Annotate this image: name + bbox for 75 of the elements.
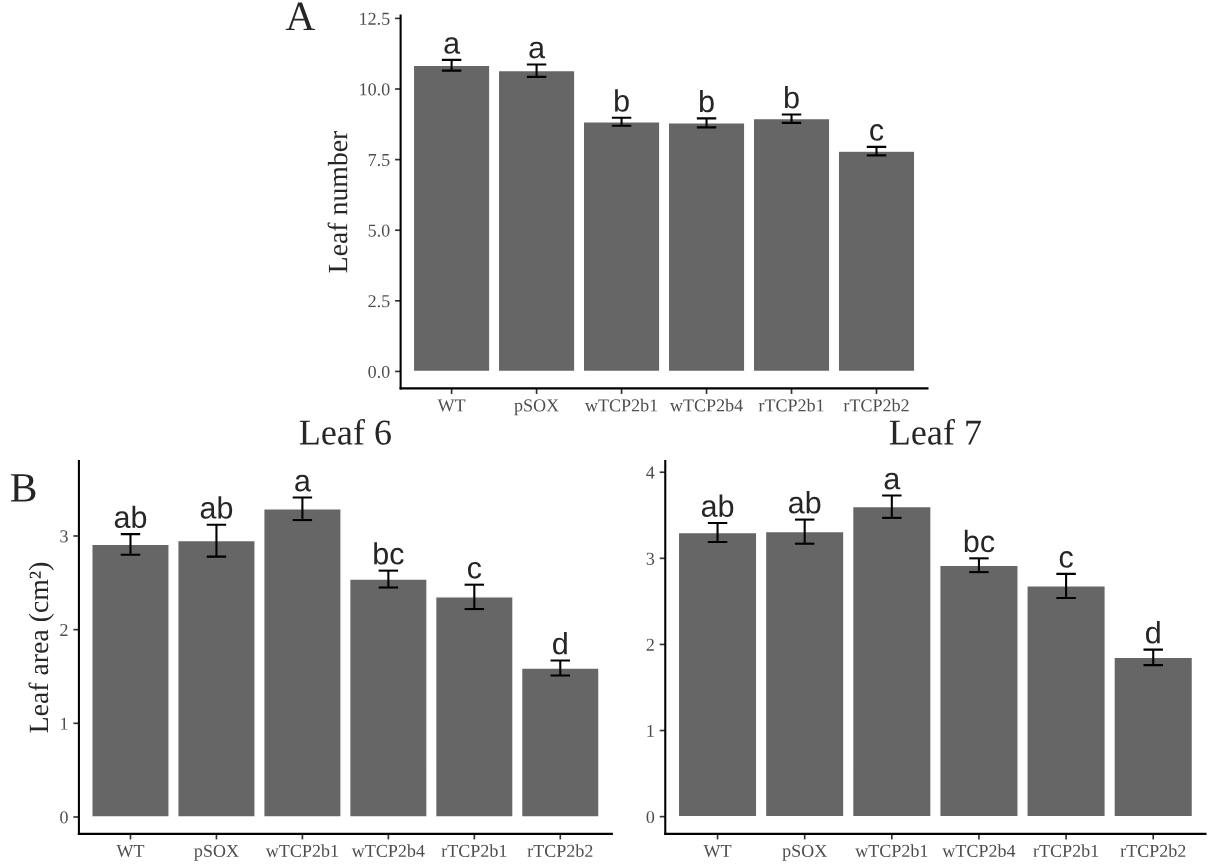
x-tick-label: rTCP2b1 [1033, 844, 1099, 857]
bar [91, 543, 170, 818]
y-tick-label: 0 [646, 810, 655, 824]
bar [764, 530, 845, 818]
bar [1026, 585, 1106, 818]
x-tick-label: wTCP2b4 [351, 844, 425, 857]
x-tick-label: wTCP2b4 [942, 844, 1016, 857]
y-tick-label: 1 [647, 724, 654, 737]
annotation: b [700, 89, 714, 113]
annotation: b [785, 85, 799, 109]
annotation: d [1146, 621, 1160, 644]
x-tick-label: rTCP2b2 [1120, 844, 1186, 857]
y-tick-label: 3 [60, 530, 68, 543]
y-axis-title: Leaf number [327, 130, 348, 273]
chart-title: Leaf 7 [889, 418, 981, 445]
bar [837, 150, 916, 373]
bar [677, 531, 758, 818]
x-tick-label: rTCP2b2 [843, 398, 909, 412]
bar [752, 117, 831, 373]
bar [851, 505, 932, 818]
x-tick-label: pSOX [194, 844, 239, 861]
x-tick-label: rTCP2b1 [441, 844, 507, 857]
bar [434, 596, 514, 818]
x-tick-label: wTCP2b4 [669, 398, 743, 412]
x-tick-label: WT [703, 844, 732, 858]
bar [939, 564, 1019, 818]
bar [263, 508, 342, 818]
annotation: c [467, 561, 482, 579]
bar [582, 121, 661, 373]
y-tick-label: 7.5 [368, 154, 390, 167]
bar [412, 64, 491, 373]
bar [348, 578, 428, 818]
annotation: a [295, 474, 311, 492]
bar [667, 122, 746, 373]
x-tick-label: pSOX [514, 399, 559, 416]
bar [520, 667, 600, 818]
y-tick-label: 2.5 [368, 295, 390, 308]
x-tick-label: wTCP2b1 [855, 844, 928, 857]
y-tick-label: 2 [60, 623, 68, 636]
y-tick-label: 2 [646, 638, 654, 651]
y-tick-label: 4 [646, 466, 655, 479]
x-tick-label: wTCP2b1 [584, 398, 658, 412]
annotation: bc [374, 542, 404, 565]
y-tick-label: 1 [61, 717, 68, 730]
bar [1113, 656, 1194, 818]
annotation: d [553, 632, 567, 655]
y-tick-label: 0 [60, 811, 68, 824]
y-tick-label: 0.0 [368, 365, 390, 378]
annotation: c [870, 124, 884, 141]
y-axis-title: Leaf area (cm²) [28, 562, 54, 733]
annotation: ab [701, 494, 734, 517]
x-tick-label: WT [437, 399, 466, 412]
x-tick-label: WT [116, 844, 145, 858]
y-tick-label: 5.0 [368, 224, 390, 237]
annotation: ab [788, 491, 821, 514]
y-tick-label: 3 [646, 552, 655, 565]
annotation: c [1059, 551, 1073, 568]
annotation: ab [200, 496, 233, 519]
x-tick-label: rTCP2b1 [758, 398, 824, 412]
text: A [285, 2, 316, 31]
chart-title: Leaf 6 [299, 418, 391, 445]
x-tick-label: rTCP2b2 [527, 844, 593, 857]
annotation: b [615, 89, 629, 112]
annotation: ab [114, 505, 147, 529]
bar [497, 69, 576, 373]
annotation: a [529, 41, 546, 59]
annotation: a [444, 37, 461, 54]
text: B [10, 474, 36, 502]
annotation: bc [964, 529, 995, 553]
y-tick-label: 12.5 [360, 12, 390, 25]
bar [177, 539, 256, 818]
x-tick-label: pSOX [782, 844, 827, 861]
annotation: a [884, 472, 901, 490]
x-tick-label: wTCP2b1 [265, 844, 338, 857]
y-tick-label: 10.0 [360, 83, 390, 96]
